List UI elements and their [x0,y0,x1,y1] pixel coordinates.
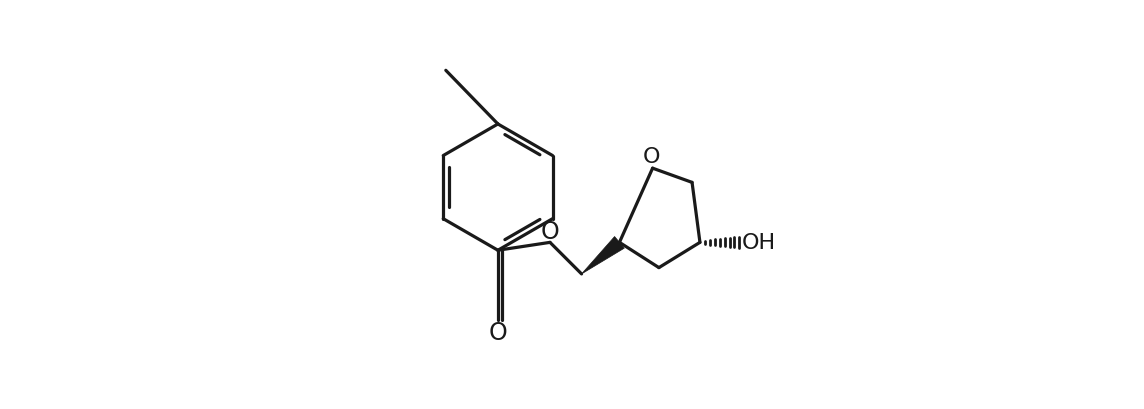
Polygon shape [581,237,625,274]
Text: OH: OH [742,233,776,253]
Text: O: O [488,321,507,344]
Text: O: O [541,220,559,244]
Text: O: O [642,147,660,167]
